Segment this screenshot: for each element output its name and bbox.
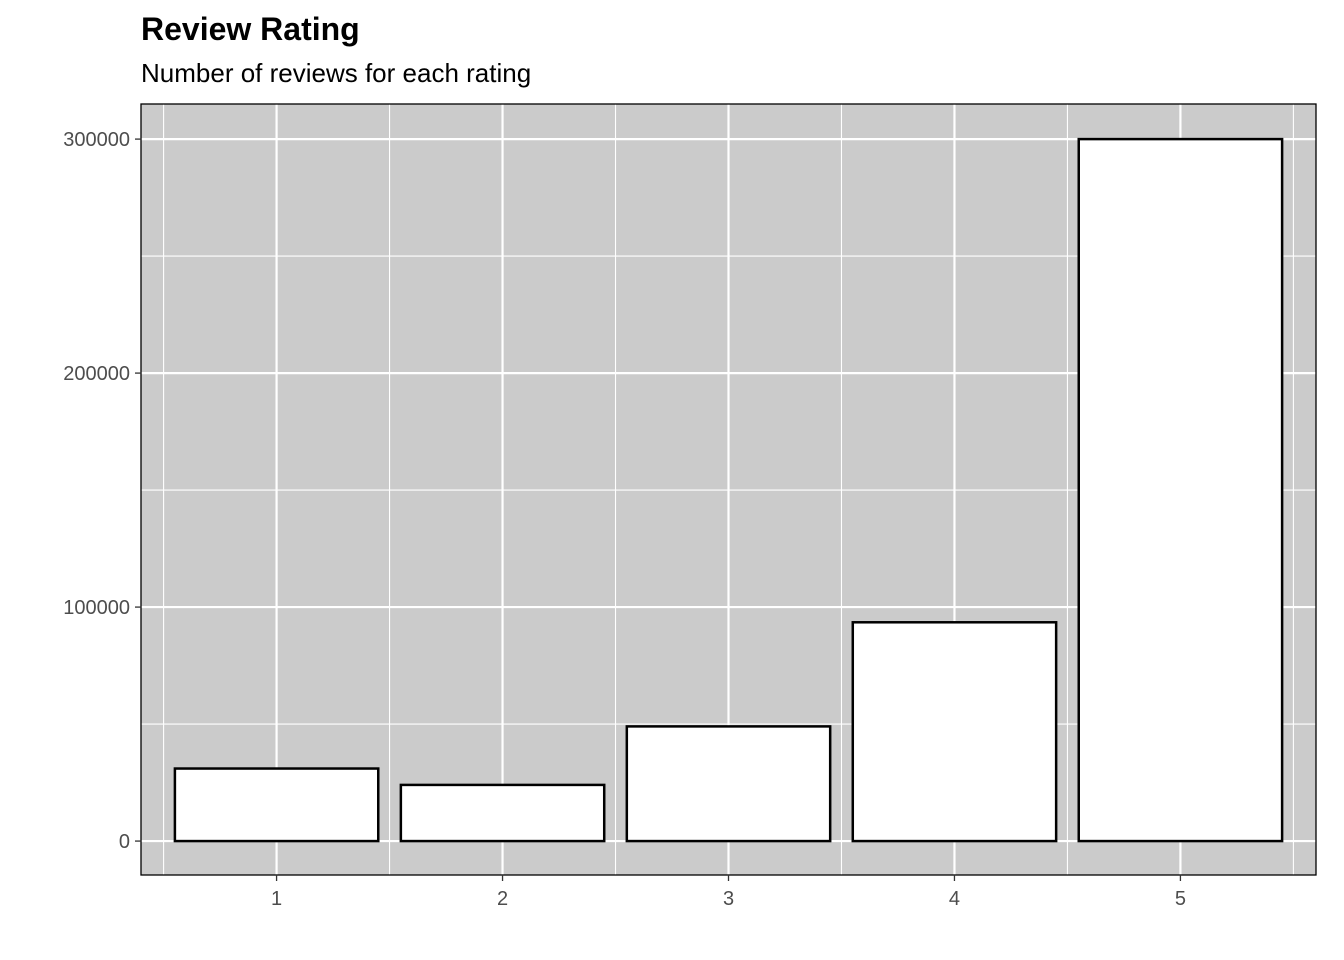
y-tick-label: 0: [119, 831, 130, 853]
y-tick-label: 200000: [63, 363, 130, 385]
chart-subtitle: Number of reviews for each rating: [141, 58, 531, 88]
y-tick-label: 300000: [63, 129, 130, 151]
x-tick-label: 4: [949, 888, 960, 910]
y-tick-label: 100000: [63, 597, 130, 619]
x-tick-label: 3: [723, 888, 734, 910]
bars: [173, 137, 1284, 843]
y-axis: 0 100000 200000 300000: [63, 129, 141, 853]
x-tick-label: 2: [497, 888, 508, 910]
x-axis: 1 2 3 4 5: [271, 875, 1186, 910]
bar-rating-3: [625, 725, 832, 843]
bar-rating-1: [173, 767, 380, 843]
bar-rating-4: [851, 621, 1058, 843]
x-tick-label: 1: [271, 888, 282, 910]
minor-gridlines-x: [163, 104, 1294, 875]
chart-title: Review Rating: [141, 11, 360, 47]
bar-rating-5: [1077, 137, 1284, 843]
bar-rating-2: [399, 783, 606, 843]
x-tick-label: 5: [1175, 888, 1186, 910]
